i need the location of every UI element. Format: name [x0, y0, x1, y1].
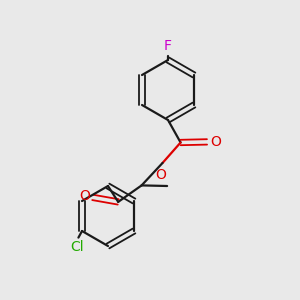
- Text: O: O: [79, 189, 90, 203]
- Text: F: F: [164, 39, 172, 53]
- Text: Cl: Cl: [71, 240, 84, 254]
- Text: O: O: [155, 168, 166, 182]
- Text: O: O: [210, 135, 221, 149]
